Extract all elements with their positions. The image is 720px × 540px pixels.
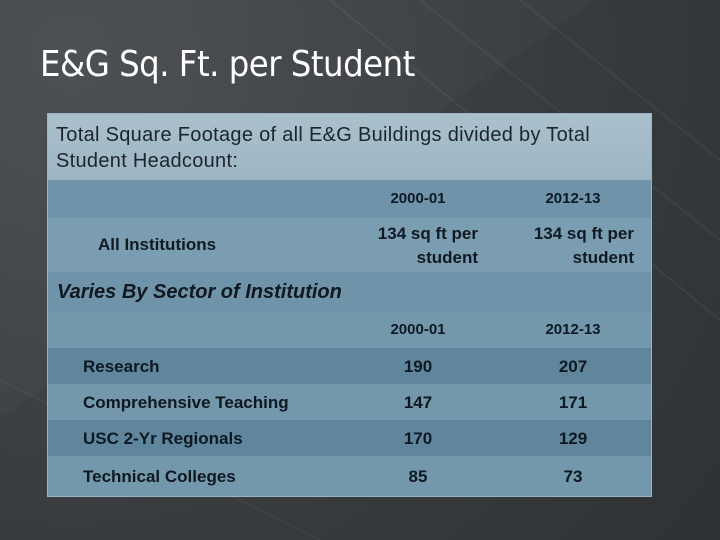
sector-value-2012-13: 129 <box>558 429 588 448</box>
year-header-row: 2000-01 2012-13 <box>48 180 651 218</box>
sector-value-2000-01: 170 <box>403 429 433 448</box>
sector-name: Research <box>83 357 160 376</box>
panel-heading: Total Square Footage of all E&G Building… <box>56 124 591 172</box>
column-header-2012-13: 2012-13 <box>545 190 601 207</box>
sector-title: Varies By Sector of Institution <box>57 281 342 303</box>
table-row: USC 2-Yr Regionals 170 129 <box>48 420 651 456</box>
slide-title: E&G Sq. Ft. per Student <box>40 44 415 85</box>
sector-value-2000-01: 147 <box>403 393 433 412</box>
sector-year-header-row: 2000-01 2012-13 <box>48 312 651 348</box>
sector-value-2012-13: 207 <box>558 357 588 376</box>
sector-name: Comprehensive Teaching <box>83 393 289 412</box>
table-row: Research 190 207 <box>48 348 651 384</box>
sector-name: USC 2-Yr Regionals <box>83 429 243 448</box>
all-institutions-label: All Institutions <box>98 235 217 254</box>
panel-header: Total Square Footage of all E&G Building… <box>48 114 651 180</box>
table-row: Technical Colleges 85 73 <box>48 456 651 496</box>
sector-value-2000-01: 85 <box>408 467 428 486</box>
sector-value-2012-13: 171 <box>558 393 588 412</box>
sector-value-2000-01: 190 <box>403 357 433 376</box>
sector-column-header-2012-13: 2012-13 <box>545 321 601 338</box>
sector-value-2012-13: 73 <box>563 467 583 486</box>
all-institutions-value-2000-01: 134 sq ft per student <box>377 224 478 267</box>
table-row: Comprehensive Teaching 147 171 <box>48 384 651 420</box>
sector-title-band <box>48 272 651 312</box>
sector-name: Technical Colleges <box>83 467 236 486</box>
column-header-2000-01: 2000-01 <box>390 190 446 207</box>
content-panel: Total Square Footage of all E&G Building… <box>47 113 652 497</box>
all-institutions-row: All Institutions 134 sq ft per student 1… <box>48 218 651 272</box>
sector-column-header-2000-01: 2000-01 <box>390 321 446 338</box>
all-institutions-value-2012-13: 134 sq ft per student <box>533 224 634 267</box>
